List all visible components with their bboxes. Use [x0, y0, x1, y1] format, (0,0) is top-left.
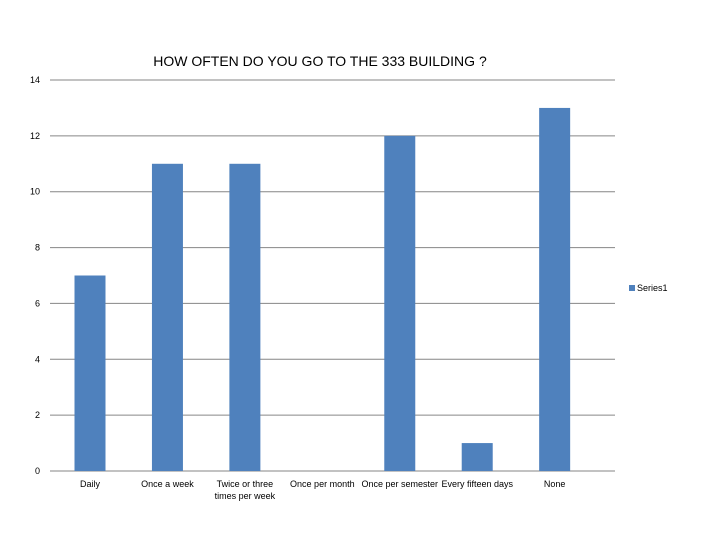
y-tick-label: 14 — [30, 75, 40, 85]
bar — [461, 443, 493, 471]
x-category-label: Every fifteen days — [441, 479, 513, 489]
legend-label: Series1 — [637, 283, 668, 293]
bar — [74, 275, 106, 471]
y-axis-ticks: 0 2 4 6 8 10 12 14 — [30, 75, 40, 476]
x-category-label: Daily — [80, 479, 101, 489]
y-tick-label: 12 — [30, 131, 40, 141]
y-tick-label: 4 — [35, 354, 40, 364]
y-tick-label: 2 — [35, 410, 40, 420]
y-tick-label: 10 — [30, 187, 40, 197]
x-category-label: Once per semester — [362, 479, 439, 489]
legend: Series1 — [629, 283, 668, 293]
gridlines — [50, 79, 615, 472]
bar — [151, 163, 183, 472]
bar — [384, 135, 416, 471]
x-category-label: Once per month — [290, 479, 355, 489]
chart-title: HOW OFTEN DO YOU GO TO THE 333 BUILDING … — [153, 53, 487, 69]
x-axis-labels: Daily Once a week Twice or three times per … — [80, 479, 565, 501]
x-category-label: None — [544, 479, 566, 489]
y-tick-label: 6 — [35, 298, 40, 308]
y-tick-label: 0 — [35, 466, 40, 476]
x-category-label: Once a week — [141, 479, 194, 489]
bar — [539, 107, 571, 471]
y-tick-label: 8 — [35, 243, 40, 253]
bars — [74, 107, 571, 472]
bar — [229, 163, 261, 472]
legend-swatch — [629, 285, 635, 291]
x-category-label: Twice or three times per week — [215, 479, 276, 501]
